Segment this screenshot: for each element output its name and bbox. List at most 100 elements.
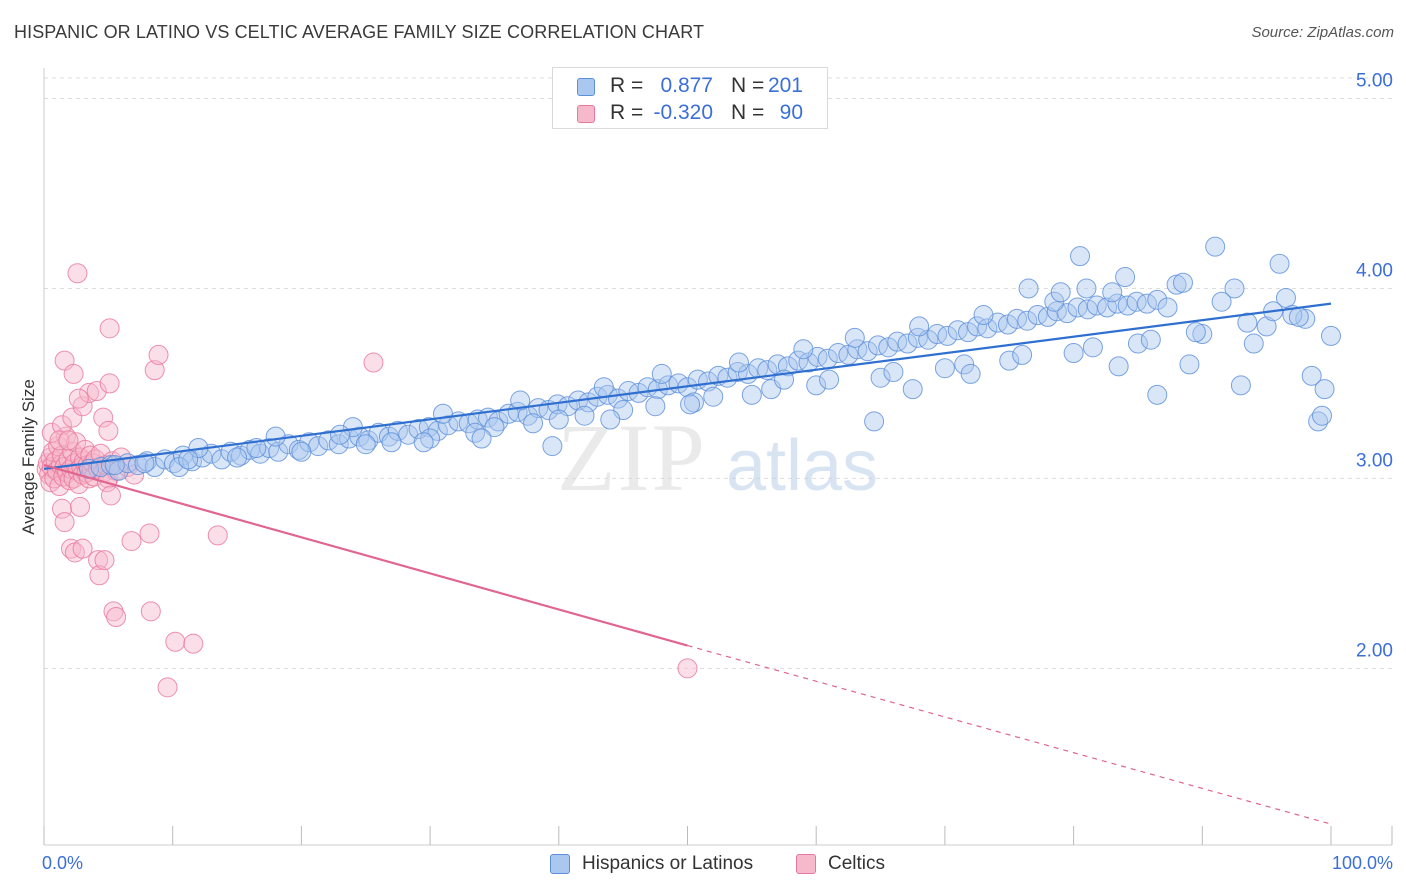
hispanic-point <box>265 426 286 447</box>
hispanic-point <box>806 375 827 396</box>
hispanic-point <box>1321 325 1341 346</box>
celtic-point <box>62 407 83 428</box>
hispanic-point <box>1057 303 1078 324</box>
celtic-point <box>52 415 73 436</box>
stats-row-hispanic: R = 0.877 N = 201 <box>553 72 827 100</box>
hispanic-point <box>1108 356 1129 377</box>
hispanic-point <box>1256 316 1277 337</box>
hispanic-point <box>542 436 563 457</box>
hispanic-points <box>79 236 1341 481</box>
r-value: -0.320 <box>653 101 713 124</box>
hispanic-point <box>488 411 509 432</box>
y-tick-label: 5.00 <box>1356 70 1393 91</box>
legend-swatch-pink <box>796 854 816 874</box>
n-label: N = <box>731 101 765 124</box>
hispanic-point <box>1288 306 1309 327</box>
celtic-trend-extension <box>687 644 1332 825</box>
hispanic-point <box>330 424 351 445</box>
n-value: 201 <box>767 74 803 97</box>
hispanic-point <box>909 316 930 337</box>
hispanic-point <box>1086 295 1107 316</box>
hispanic-point <box>1050 282 1071 303</box>
hispanic-point <box>1157 297 1178 318</box>
trend-lines <box>43 302 1332 825</box>
celtic-point <box>144 360 165 381</box>
hispanic-point <box>471 428 492 449</box>
y-tick-label: 2.00 <box>1356 640 1393 661</box>
celtic-point <box>68 388 89 409</box>
hispanic-point <box>703 386 724 407</box>
hispanic-point <box>1102 282 1123 303</box>
hispanic-point <box>870 367 891 388</box>
hispanic-point <box>1230 375 1251 396</box>
hispanic-point <box>510 390 531 411</box>
hispanic-point <box>548 409 569 430</box>
hispanic-point <box>1237 312 1258 333</box>
hispanic-point <box>788 350 809 371</box>
hispanic-point <box>1076 278 1097 299</box>
hispanic-point <box>937 325 958 346</box>
watermark: ZIP atlas <box>557 404 878 511</box>
hispanic-point <box>1179 354 1200 375</box>
hispanic-point <box>977 318 998 339</box>
hispanic-point <box>593 377 614 398</box>
hispanic-point <box>381 432 402 453</box>
hispanic-point <box>1140 329 1161 350</box>
hispanic-point <box>1308 411 1329 432</box>
hispanic-point <box>1172 272 1193 293</box>
hispanic-point <box>1211 291 1232 312</box>
celtic-point <box>70 496 91 517</box>
celtic-point <box>72 538 93 559</box>
celtic-point <box>103 601 124 622</box>
legend-swatch-pink <box>577 105 595 123</box>
hispanic-point <box>680 394 701 415</box>
hispanic-point <box>465 422 486 443</box>
hispanic-point <box>1012 344 1033 365</box>
hispanic-point <box>1311 405 1332 426</box>
r-label: R = <box>610 74 644 97</box>
hispanic-point <box>134 453 155 474</box>
hispanic-point <box>420 428 441 449</box>
hispanic-point <box>413 432 434 453</box>
celtic-point <box>677 658 698 679</box>
hispanic-point <box>867 335 888 356</box>
hispanic-point <box>1018 278 1039 299</box>
celtic-point <box>157 677 178 698</box>
celtic-point <box>98 420 119 441</box>
hispanic-point <box>438 415 459 436</box>
hispanic-point <box>864 411 885 432</box>
hispanic-trend-line <box>43 302 1332 470</box>
hispanic-point <box>1070 246 1091 267</box>
celtic-point <box>79 382 100 403</box>
celtic-point <box>67 263 88 284</box>
r-label: R = <box>610 101 644 124</box>
hispanic-point <box>907 327 928 348</box>
celtic-point <box>139 523 160 544</box>
hispanic-point <box>1147 289 1168 310</box>
legend-label: Hispanics or Latinos <box>582 853 754 874</box>
celtic-point <box>93 407 114 428</box>
y-tick-label: 4.00 <box>1356 260 1393 281</box>
hispanic-point <box>1243 333 1264 354</box>
hispanic-point <box>1269 253 1290 274</box>
celtic-point <box>58 430 79 451</box>
hispanic-point <box>793 339 814 360</box>
hispanic-point <box>1063 343 1084 364</box>
hispanic-point <box>1082 337 1103 358</box>
stats-row-celtics: R = -0.320 N = 90 <box>553 99 827 127</box>
watermark-zip: ZIP <box>557 404 707 511</box>
hispanic-point <box>600 409 621 430</box>
hispanic-point <box>178 449 199 470</box>
hispanic-point <box>387 420 408 441</box>
legend-swatch-blue <box>550 854 570 874</box>
celtic-point <box>89 565 110 586</box>
celtic-point <box>165 631 186 652</box>
hispanic-point <box>432 403 453 424</box>
y-tick-label: 3.00 <box>1356 450 1393 471</box>
chart-title: HISPANIC OR LATINO VS CELTIC AVERAGE FAM… <box>14 22 705 42</box>
hispanic-point <box>934 358 955 379</box>
celtic-point <box>207 525 228 546</box>
hispanic-point <box>777 356 798 377</box>
hispanic-point <box>1314 379 1335 400</box>
